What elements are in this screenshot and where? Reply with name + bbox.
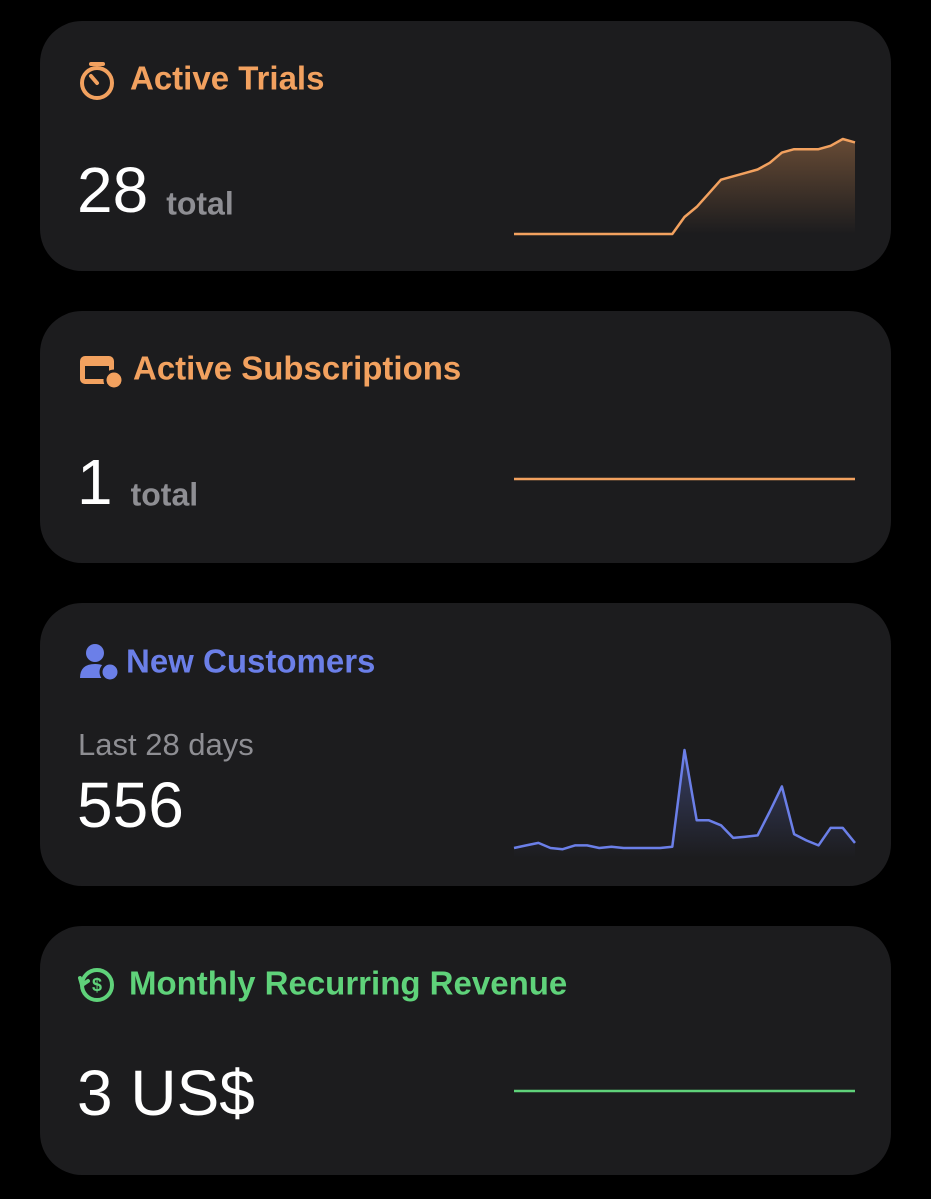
card[interactable] (40, 926, 891, 1175)
revenue-icon: $ (78, 968, 114, 1002)
card-title: Active Subscriptions (133, 350, 461, 387)
sparkline (514, 137, 856, 236)
metric-unit: total (131, 476, 199, 512)
card[interactable] (40, 21, 891, 271)
sparkline (513, 748, 856, 851)
metric-value: 1 (77, 446, 113, 518)
card-title: New Customers (126, 643, 375, 680)
caption: Last 28 days (78, 727, 254, 762)
dollar-glyph: $ (92, 975, 102, 995)
person-add-icon (80, 644, 121, 683)
metric-value: 3 US$ (77, 1057, 255, 1129)
metric-value: 556 (77, 769, 184, 841)
card-title: Active Trials (130, 60, 324, 97)
sparkline-area (514, 139, 855, 234)
metric-value: 28 (77, 154, 148, 226)
calendar-icon (80, 356, 125, 391)
metric-unit: total (166, 185, 234, 221)
card[interactable] (40, 311, 891, 563)
timer-icon (80, 62, 114, 100)
sparkline-area (514, 750, 855, 858)
card-title: Monthly Recurring Revenue (129, 965, 567, 1002)
